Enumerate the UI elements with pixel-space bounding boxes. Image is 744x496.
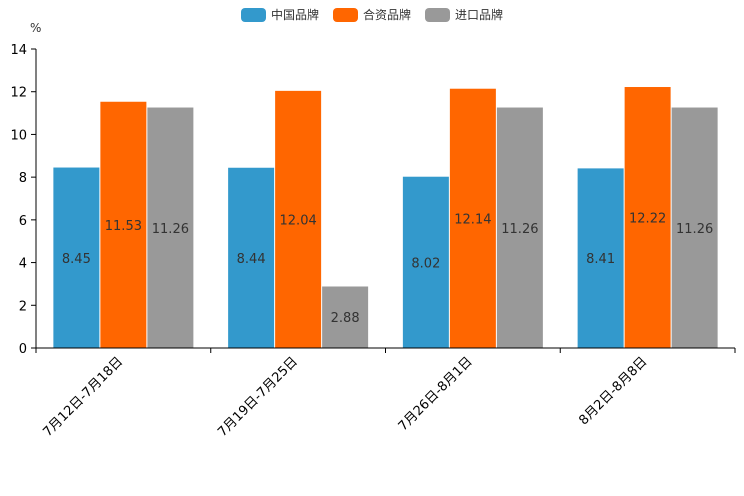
y-tick-label-14: 14 <box>10 43 27 58</box>
y-axis-unit-label: % <box>30 21 42 35</box>
legend-label-import-brand: 进口品牌 <box>455 8 504 22</box>
data-label-3-cat-3: 11.26 <box>501 222 538 237</box>
legend-item-joint-venture-brand[interactable]: 合资品牌 <box>332 6 411 23</box>
legend-item-import-brand[interactable]: 进口品牌 <box>425 6 503 23</box>
data-label-1-cat-2: 8.44 <box>237 252 266 267</box>
y-tick-label-8: 8 <box>19 171 27 186</box>
y-tick-label-4: 4 <box>19 257 27 272</box>
bar-3-cat-4 <box>671 107 718 348</box>
y-tick-label-0: 0 <box>19 342 27 357</box>
data-label-3-cat-2: 2.88 <box>331 311 360 326</box>
x-tick-label-1: 7月12日-7月18日 <box>40 354 126 440</box>
legend-item-china-brand[interactable]: 中国品牌 <box>240 6 319 23</box>
x-tick-label-2: 7月19日-7月25日 <box>215 354 301 440</box>
legend-swatch-joint-venture-brand <box>332 7 358 22</box>
legend-label-china-brand: 中国品牌 <box>270 8 319 22</box>
y-tick-label-10: 10 <box>10 128 27 143</box>
bar-3-cat-3 <box>496 107 543 348</box>
bar-1-cat-2 <box>228 167 275 348</box>
bar-2-cat-1 <box>100 101 147 349</box>
data-label-2-cat-1: 11.53 <box>105 219 142 234</box>
legend-swatch-china-brand <box>240 7 266 22</box>
legend-label-joint-venture-brand: 合资品牌 <box>362 8 411 22</box>
chart-legend: 中国品牌 合资品牌 进口品牌 <box>0 6 744 23</box>
bar-2-cat-2 <box>275 90 322 349</box>
bar-3-cat-2 <box>322 286 369 348</box>
y-tick-label-2: 2 <box>19 299 27 314</box>
y-tick-label-6: 6 <box>19 214 27 229</box>
y-tick-label-12: 12 <box>10 86 27 101</box>
data-label-2-cat-3: 12.14 <box>454 212 491 227</box>
data-label-2-cat-2: 12.04 <box>280 213 317 228</box>
x-tick-label-4: 8月2日-8月8日 <box>576 354 650 428</box>
bar-3-cat-1 <box>147 107 194 348</box>
bar-1-cat-4 <box>577 168 624 348</box>
legend-swatch-import-brand <box>425 7 450 22</box>
x-tick-label-3: 7月26日-8月1日 <box>396 354 476 434</box>
data-label-1-cat-4: 8.41 <box>586 252 615 267</box>
data-label-2-cat-4: 12.22 <box>629 212 666 227</box>
bar-1-cat-3 <box>402 176 449 348</box>
data-label-3-cat-4: 11.26 <box>676 222 713 237</box>
data-label-3-cat-1: 11.26 <box>152 222 189 237</box>
data-label-1-cat-3: 8.02 <box>411 256 440 271</box>
bar-2-cat-3 <box>449 88 496 348</box>
data-label-1-cat-1: 8.45 <box>62 252 91 267</box>
bar-1-cat-1 <box>53 167 100 348</box>
bar-2-cat-4 <box>624 87 671 348</box>
